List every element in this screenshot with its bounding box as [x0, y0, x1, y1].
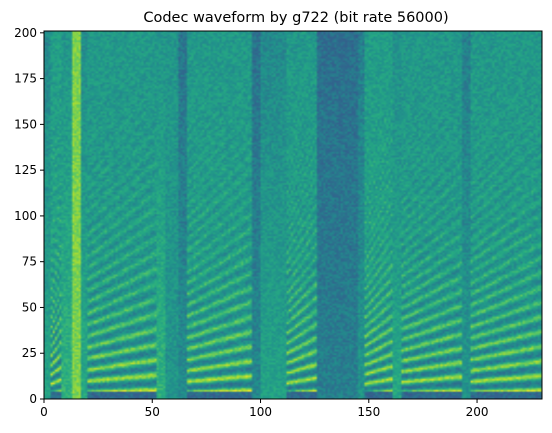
x-tick-label: 100 — [249, 405, 272, 419]
y-tick-label: 0 — [29, 392, 37, 406]
x-tick-label: 50 — [145, 405, 160, 419]
plot-frame — [43, 30, 543, 400]
x-tick-label: 200 — [466, 405, 489, 419]
y-tick-label: 175 — [14, 72, 37, 86]
x-axis: 0 50 100 150 200 — [40, 399, 488, 419]
y-tick-label: 100 — [14, 209, 37, 223]
y-axis: 0 25 50 75 100 125 150 175 200 — [14, 26, 44, 406]
y-tick-label: 125 — [14, 163, 37, 177]
x-tick-label: 0 — [40, 405, 48, 419]
chart-title: Codec waveform by g722 (bit rate 56000) — [143, 10, 448, 26]
y-tick-label: 150 — [14, 117, 37, 131]
y-tick-label: 50 — [22, 300, 37, 314]
y-tick-label: 25 — [22, 346, 37, 360]
x-tick-label: 150 — [357, 405, 380, 419]
spectrogram-image — [44, 31, 542, 399]
y-tick-label: 75 — [22, 255, 37, 269]
y-tick-label: 200 — [14, 26, 37, 40]
